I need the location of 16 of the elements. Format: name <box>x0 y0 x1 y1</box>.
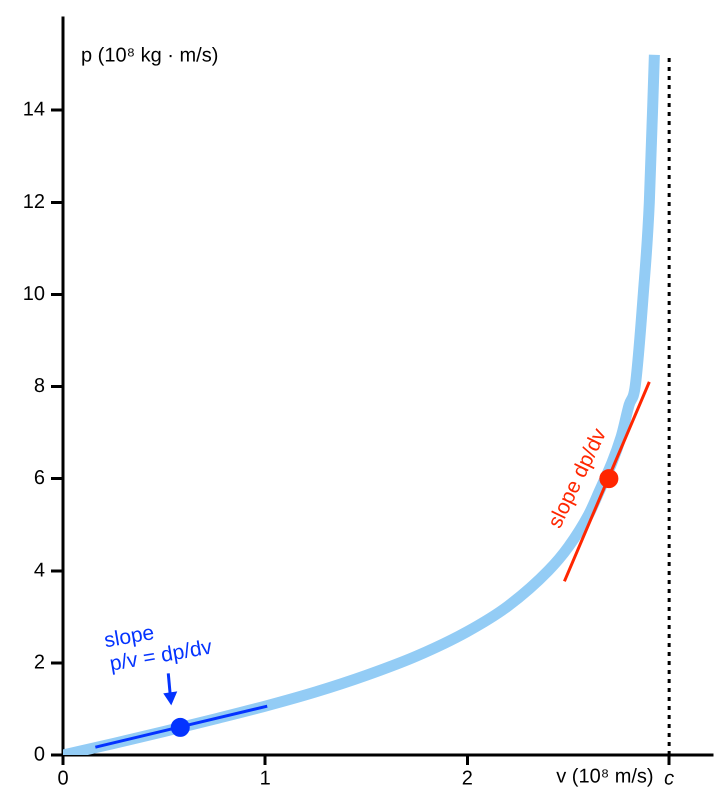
y-tick-label: 6 <box>34 467 45 490</box>
y-tick-label: 10 <box>22 282 45 305</box>
annotation: slope p/v = dp/dv <box>102 621 214 676</box>
y-tick-label: 0 <box>34 744 45 766</box>
y-tick-label: 14 <box>22 98 45 121</box>
x-tick-label: 1 <box>260 768 271 790</box>
x-tick-label: c <box>664 768 674 790</box>
y-axis-title: p (10⁸ kg · m/s) <box>81 44 218 67</box>
y-tick-label: 4 <box>34 559 45 582</box>
x-tick-label: 2 <box>462 768 473 790</box>
y-tick-label: 2 <box>34 651 45 674</box>
annotation: slope dp/dv <box>544 424 612 532</box>
y-tick-label: 8 <box>34 375 45 398</box>
x-tick-label: 0 <box>57 768 69 790</box>
y-tick-label: 12 <box>22 190 45 213</box>
x-axis-title: v (10⁸ m/s) <box>556 766 654 788</box>
